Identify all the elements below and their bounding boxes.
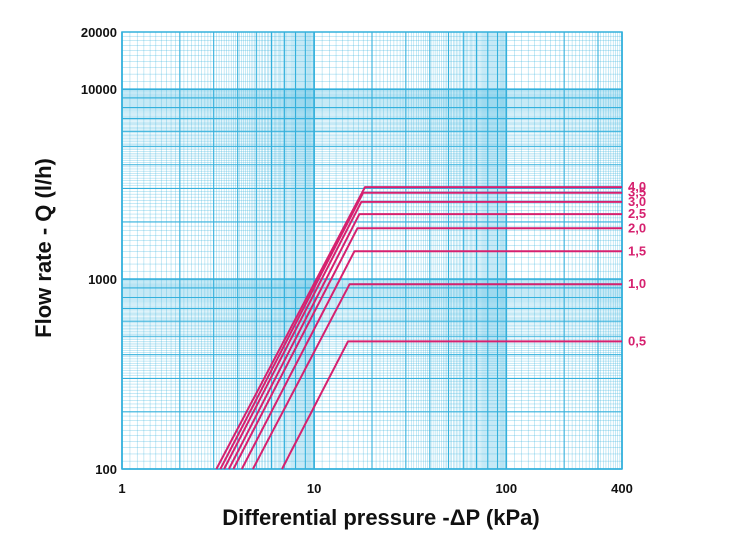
x-tick-label: 400: [611, 481, 633, 496]
series-line-3-0: [223, 200, 622, 470]
series-label: 1,0: [628, 276, 646, 291]
series-label: 2,5: [628, 206, 646, 221]
y-tick-labels: 100 1000 10000 20000: [81, 25, 117, 477]
series-label: 0,5: [628, 333, 646, 348]
x-tick-labels: 1 10 100 400: [118, 481, 632, 496]
y-tick-label: 100: [95, 462, 117, 477]
x-tick-label: 1: [118, 481, 125, 496]
series-label: 3,5: [628, 185, 646, 200]
series-layer: [215, 186, 622, 470]
x-axis-title: Differential pressure -ΔP (kPa): [222, 505, 539, 530]
series-line-2-0: [232, 227, 622, 470]
x-tick-label: 10: [307, 481, 321, 496]
series-line-2-5: [228, 213, 622, 470]
x-tick-label: 100: [495, 481, 517, 496]
series-line-1-0: [252, 283, 622, 470]
series-label: 2,0: [628, 220, 646, 235]
y-tick-label: 1000: [88, 272, 117, 287]
series-line-0-5: [281, 340, 622, 470]
y-tick-label: 20000: [81, 25, 117, 40]
series-line-4-0: [215, 186, 622, 470]
series-line-3-5: [219, 191, 622, 470]
series-label: 3,0: [628, 194, 646, 209]
series-label: 1,5: [628, 243, 646, 258]
series-label: 4,0: [628, 179, 646, 194]
y-tick-label: 10000: [81, 82, 117, 97]
series-labels: 0,5 1,0 1,5 2,02,53,03,54,0: [628, 179, 646, 348]
y-axis-title: Flow rate - Q (l/h): [31, 158, 56, 338]
series-line-1-5: [240, 250, 622, 470]
